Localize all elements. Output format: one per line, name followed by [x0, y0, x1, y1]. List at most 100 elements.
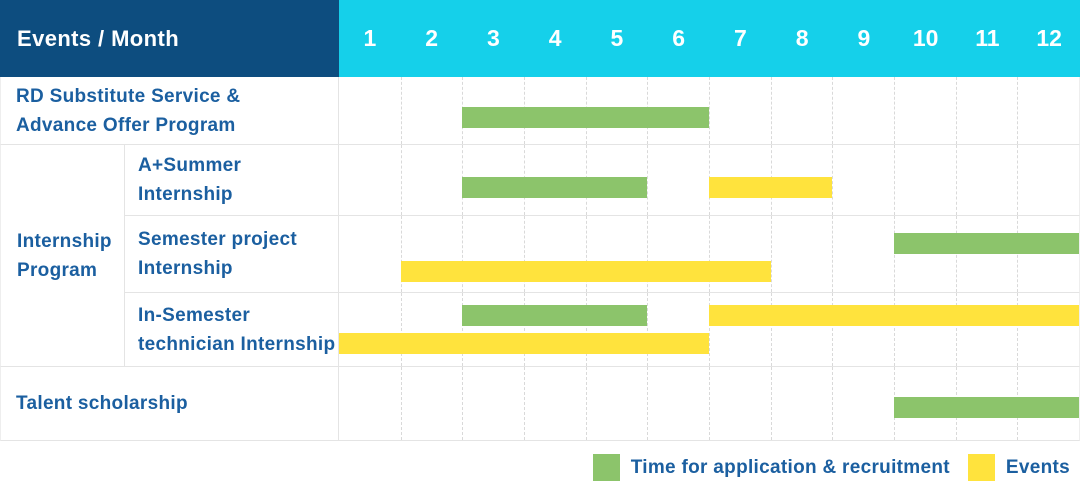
- month-header-cell: 8: [795, 25, 809, 51]
- month-gridline: [585, 367, 587, 440]
- month-gridline: [770, 367, 772, 440]
- label-line: technician Internship: [138, 333, 336, 355]
- header-events-month: Events / Month: [0, 0, 339, 77]
- month-gridline: [832, 367, 834, 440]
- gantt-bar-application: [894, 232, 1079, 254]
- month-gridline: [955, 77, 957, 144]
- month-gridline: [1017, 77, 1019, 144]
- month-gridline: [647, 367, 649, 440]
- gantt-bar-application: [462, 305, 648, 326]
- bar-lines: [339, 293, 1079, 366]
- gantt-bar-event: [709, 176, 833, 198]
- month-gridline: [400, 145, 402, 215]
- month-gridline: [462, 216, 464, 292]
- bar-line: [339, 176, 1079, 198]
- month-gridline: [1017, 145, 1019, 215]
- gantt-bar-event: [339, 333, 709, 354]
- month-gridline: [1017, 216, 1019, 292]
- month-gridline: [832, 77, 834, 144]
- label-line: Advance Offer Program: [16, 114, 236, 136]
- month-gridline: [955, 216, 957, 292]
- month-gridline: [955, 293, 957, 366]
- month-gridline: [400, 216, 402, 292]
- timeline-talent-scholarship: [339, 367, 1080, 441]
- month-header-cell: 11: [975, 25, 1000, 51]
- label-line: Program: [17, 259, 98, 281]
- month-gridline: [770, 77, 772, 144]
- month-gridline: [400, 367, 402, 440]
- month-gridline: [524, 216, 525, 292]
- legend-swatch-event: [967, 454, 995, 481]
- month-header-cell: 1: [363, 25, 377, 51]
- bar-lines: [339, 152, 1079, 222]
- bar-line: [339, 333, 1079, 354]
- month-gridline: [585, 216, 587, 292]
- month-gridline: [462, 293, 464, 366]
- month-gridline: [709, 77, 710, 144]
- month-gridline: [770, 293, 772, 366]
- label-line: Internship: [17, 230, 112, 252]
- month-header-cell: 3: [486, 25, 500, 51]
- label-line: RD Substitute Service &: [16, 85, 241, 107]
- month-gridline: [709, 216, 710, 292]
- bar-lines: [339, 84, 1079, 151]
- gantt-bar-event: [400, 260, 771, 282]
- label-line: A+Summer: [138, 155, 242, 176]
- gantt-bar-event: [709, 305, 1079, 326]
- month-header-cell: 9: [857, 25, 871, 51]
- group-label-internship-program: Internship Program: [0, 145, 125, 367]
- label-line: Internship: [138, 258, 233, 279]
- month-gridline: [955, 145, 957, 215]
- bar-line: [339, 305, 1079, 326]
- bar-line: [339, 107, 1079, 128]
- timeline-semester-project: [339, 216, 1080, 293]
- month-gridline: [647, 145, 649, 215]
- label-line: Internship: [138, 184, 233, 205]
- month-header-cell: 2: [425, 25, 439, 51]
- legend-label: Events: [1005, 456, 1070, 478]
- month-gridline: [770, 216, 772, 292]
- month-gridline: [894, 145, 895, 215]
- label-line: In-Semester: [138, 304, 251, 326]
- month-gridline: [647, 216, 649, 292]
- month-header-cell: 6: [672, 25, 686, 51]
- month-gridline: [832, 293, 834, 366]
- month-header-cell: 5: [610, 25, 624, 51]
- gantt-bar-application: [462, 107, 709, 128]
- month-header-cell: 4: [548, 25, 562, 51]
- month-header-cell: 7: [733, 25, 747, 51]
- month-gridline: [462, 367, 464, 440]
- label-line: Semester project: [138, 229, 297, 250]
- row-label-in-semester-technician: In-Semester technician Internship: [125, 293, 339, 367]
- legend-item-event: Events: [967, 454, 1070, 481]
- timeline-in-semester-technician: [339, 293, 1080, 367]
- bar-line: [339, 232, 1079, 254]
- timeline-a-plus-summer: [339, 145, 1080, 216]
- label-line: Talent scholarship: [16, 393, 188, 414]
- row-label-a-plus-summer: A+Summer Internship: [125, 145, 339, 216]
- month-gridline: [832, 216, 834, 292]
- month-header-row: 1 2 3 4 5 6 7 8 9 10 11 12: [339, 0, 1080, 77]
- month-gridline: [894, 293, 895, 366]
- month-gridline: [400, 293, 402, 366]
- bar-lines: [339, 371, 1079, 444]
- timeline-rd-substitute: [339, 77, 1080, 145]
- bar-line: [339, 260, 1079, 282]
- row-label-talent-scholarship: Talent scholarship: [0, 367, 339, 441]
- bar-lines: [339, 219, 1079, 295]
- gantt-bar-application: [894, 397, 1079, 418]
- month-gridline: [647, 293, 649, 366]
- legend-label: Time for application & recruitment: [630, 456, 950, 478]
- month-gridline: [524, 367, 525, 440]
- month-header-cell: 12: [1036, 25, 1062, 51]
- bar-line: [339, 397, 1079, 418]
- gantt-bar-application: [462, 176, 648, 198]
- row-label-rd-substitute: RD Substitute Service & Advance Offer Pro…: [0, 77, 339, 145]
- month-gridline: [400, 77, 402, 144]
- legend-item-application: Time for application & recruitment: [592, 454, 950, 481]
- month-gridline: [709, 293, 710, 366]
- month-gridline: [585, 293, 587, 366]
- legend-swatch-application: [592, 454, 620, 481]
- gantt-table: Events / Month 1 2 3 4 5 6 7 8 9 10 11 12 RD Substi…: [0, 0, 1080, 441]
